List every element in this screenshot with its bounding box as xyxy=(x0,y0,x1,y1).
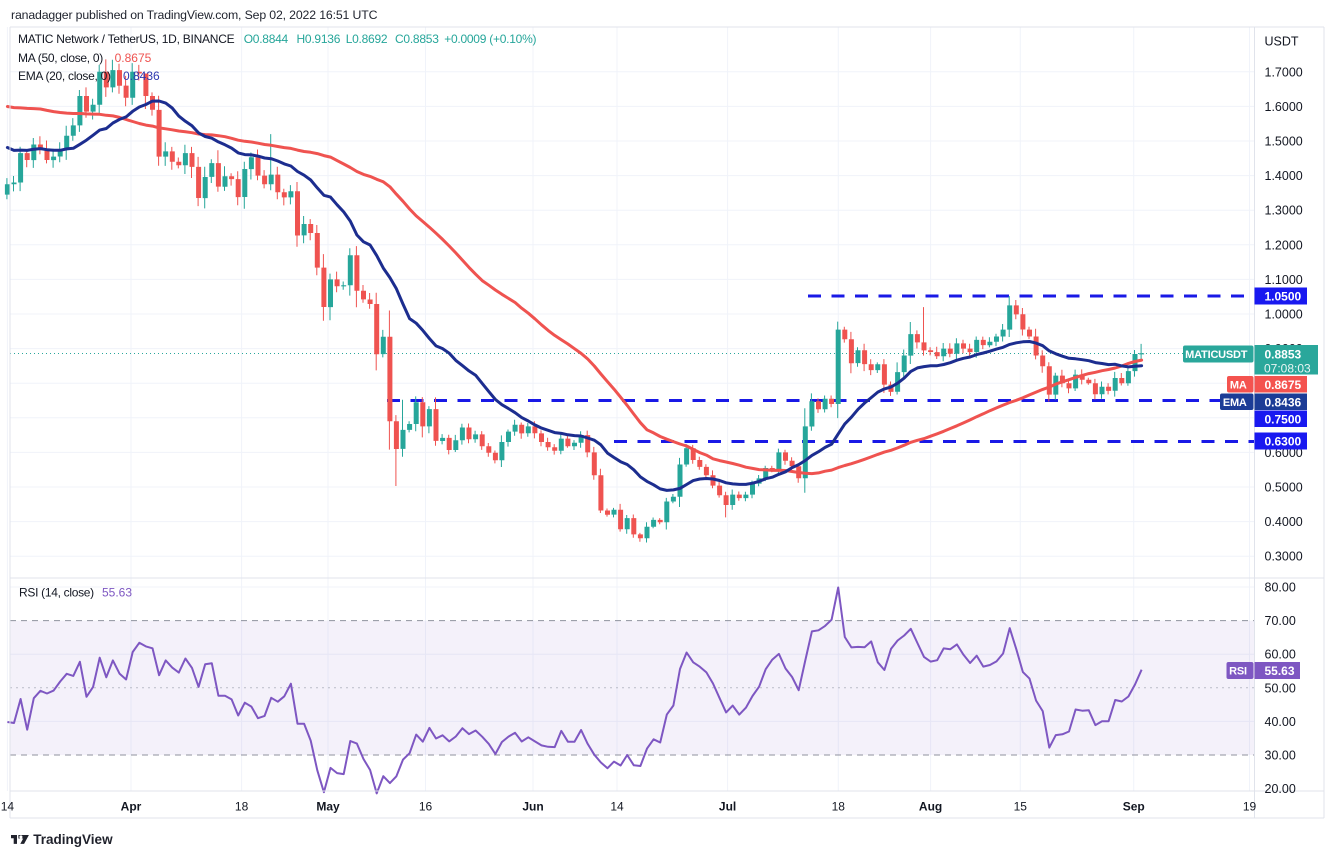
svg-text:L0.8692: L0.8692 xyxy=(346,32,388,46)
svg-text:EMA (20, close, 0): EMA (20, close, 0) xyxy=(18,69,111,83)
svg-text:RSI: RSI xyxy=(1229,666,1247,678)
svg-text:TradingView: TradingView xyxy=(33,832,113,847)
svg-text:USDT: USDT xyxy=(1265,35,1299,49)
svg-text:18: 18 xyxy=(235,800,249,814)
svg-text:0.6300: 0.6300 xyxy=(1265,435,1302,449)
svg-text:0.8436: 0.8436 xyxy=(1265,395,1302,409)
svg-text:18: 18 xyxy=(832,800,846,814)
svg-text:40.00: 40.00 xyxy=(1265,715,1296,729)
svg-text:20.00: 20.00 xyxy=(1265,782,1296,796)
svg-text:Jul: Jul xyxy=(719,800,736,814)
svg-text:+0.0009 (+0.10%): +0.0009 (+0.10%) xyxy=(444,32,536,46)
svg-text:0.3000: 0.3000 xyxy=(1265,550,1303,564)
svg-text:0.7500: 0.7500 xyxy=(1265,412,1302,426)
svg-text:07:08:03: 07:08:03 xyxy=(1264,362,1311,376)
svg-text:0.8675: 0.8675 xyxy=(1265,378,1302,392)
svg-text:0.4000: 0.4000 xyxy=(1265,515,1303,529)
svg-text:70.00: 70.00 xyxy=(1265,614,1296,628)
svg-text:1.1000: 1.1000 xyxy=(1265,273,1303,287)
svg-text:MATICUSDT: MATICUSDT xyxy=(1185,349,1248,361)
svg-text:EMA: EMA xyxy=(1223,397,1247,409)
svg-text:50.00: 50.00 xyxy=(1265,681,1296,695)
svg-text:14: 14 xyxy=(1,800,15,814)
svg-text:1.7000: 1.7000 xyxy=(1265,65,1303,79)
svg-text:0.5000: 0.5000 xyxy=(1265,481,1303,495)
svg-text:1.4000: 1.4000 xyxy=(1265,169,1303,183)
svg-text:1.6000: 1.6000 xyxy=(1265,100,1303,114)
svg-text:May: May xyxy=(316,800,340,814)
svg-text:1.0000: 1.0000 xyxy=(1265,308,1303,322)
svg-text:H0.9136: H0.9136 xyxy=(297,32,341,46)
svg-text:RSI (14, close): RSI (14, close) xyxy=(19,586,94,600)
svg-text:1.3000: 1.3000 xyxy=(1265,204,1303,218)
svg-text:60.00: 60.00 xyxy=(1265,648,1296,662)
svg-text:15: 15 xyxy=(1014,800,1028,814)
svg-text:55.63: 55.63 xyxy=(1265,664,1295,678)
svg-text:55.63: 55.63 xyxy=(102,586,132,600)
svg-text:0.8675: 0.8675 xyxy=(115,51,152,65)
svg-text:ranadagger published on Tradin: ranadagger published on TradingView.com,… xyxy=(11,8,378,22)
svg-text:0.8436: 0.8436 xyxy=(123,69,160,83)
svg-text:30.00: 30.00 xyxy=(1265,749,1296,763)
svg-text:Sep: Sep xyxy=(1123,800,1145,814)
svg-text:14: 14 xyxy=(610,800,624,814)
svg-text:MA (50, close, 0): MA (50, close, 0) xyxy=(18,51,103,65)
svg-text:Apr: Apr xyxy=(121,800,142,814)
svg-text:MA: MA xyxy=(1230,379,1247,391)
svg-text:1.5000: 1.5000 xyxy=(1265,135,1303,149)
svg-text:C0.8853: C0.8853 xyxy=(395,32,439,46)
svg-text:1.0500: 1.0500 xyxy=(1265,290,1302,304)
svg-text:MATIC Network / TetherUS, 1D,: MATIC Network / TetherUS, 1D, BINANCE xyxy=(18,32,235,46)
svg-text:16: 16 xyxy=(419,800,433,814)
svg-text:80.00: 80.00 xyxy=(1265,580,1296,594)
svg-text:Aug: Aug xyxy=(919,800,942,814)
svg-text:O0.8844: O0.8844 xyxy=(244,32,289,46)
svg-text:1.2000: 1.2000 xyxy=(1265,238,1303,252)
svg-text:19: 19 xyxy=(1243,800,1257,814)
svg-text:0.8853: 0.8853 xyxy=(1265,348,1302,362)
svg-text:Jun: Jun xyxy=(522,800,543,814)
